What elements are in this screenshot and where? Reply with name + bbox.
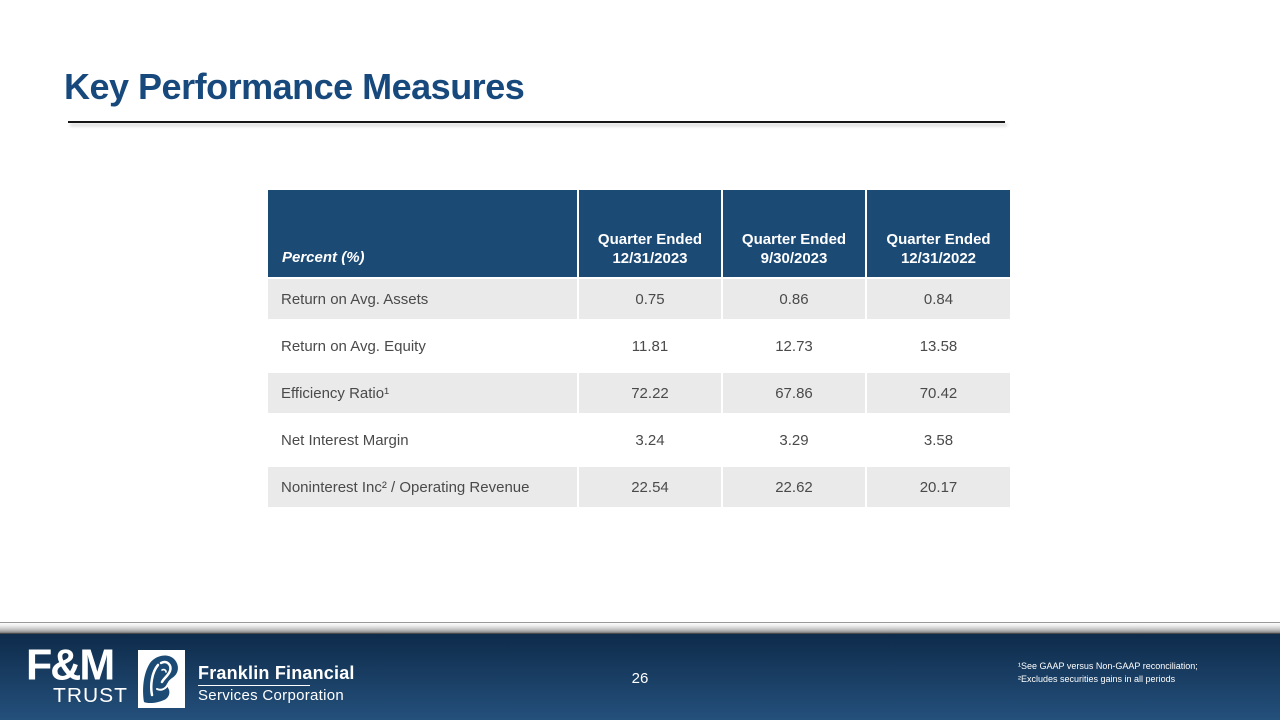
- row-value: 22.62: [723, 467, 865, 507]
- row-value: 72.22: [579, 373, 721, 413]
- franklin-logo-divider: [198, 685, 310, 686]
- row-value: 0.86: [723, 279, 865, 319]
- row-value: 3.29: [723, 420, 865, 460]
- fm-logo-text: F&M: [26, 640, 115, 690]
- row-value: 3.24: [579, 420, 721, 460]
- header-percent-label: Percent (%): [268, 190, 577, 277]
- kpi-table: Percent (%) Quarter Ended 12/31/2023 Qua…: [268, 190, 1011, 507]
- row-value: 67.86: [723, 373, 865, 413]
- franklin-financial-name: Franklin Financial: [198, 663, 355, 683]
- fm-trust-logo: F&M TRUST: [26, 640, 128, 708]
- footnote-1: ¹See GAAP versus Non-GAAP reconciliation…: [1018, 661, 1198, 671]
- fm-logo-trust-text: TRUST: [53, 685, 128, 708]
- title-underline: [68, 121, 1005, 123]
- row-value: 13.58: [867, 326, 1010, 366]
- table-row: Return on Avg. Assets 0.75 0.86 0.84: [268, 279, 1011, 319]
- header-quarter-2: Quarter Ended 9/30/2023: [723, 190, 865, 277]
- page-title: Key Performance Measures: [64, 66, 525, 107]
- row-value: 12.73: [723, 326, 865, 366]
- footer-bar: F&M TRUST Franklin Financial Services Co…: [0, 634, 1280, 720]
- footer-silver-bar: [0, 622, 1280, 634]
- row-value: 22.54: [579, 467, 721, 507]
- table-row: Noninterest Inc² / Operating Revenue 22.…: [268, 467, 1011, 507]
- row-label: Net Interest Margin: [268, 420, 577, 460]
- footnotes: ¹See GAAP versus Non-GAAP reconciliation…: [1018, 660, 1218, 686]
- franklin-financial-text: Franklin Financial Services Corporation: [198, 650, 355, 708]
- row-value: 0.75: [579, 279, 721, 319]
- header-quarter-3: Quarter Ended 12/31/2022: [867, 190, 1010, 277]
- row-value: 11.81: [579, 326, 721, 366]
- row-value: 70.42: [867, 373, 1010, 413]
- row-label: Noninterest Inc² / Operating Revenue: [268, 467, 577, 507]
- franklin-financial-logo: Franklin Financial Services Corporation: [138, 650, 355, 708]
- table-row: Net Interest Margin 3.24 3.29 3.58: [268, 420, 1011, 460]
- header-quarter-1: Quarter Ended 12/31/2023: [579, 190, 721, 277]
- row-value: 0.84: [867, 279, 1010, 319]
- row-label: Return on Avg. Equity: [268, 326, 577, 366]
- row-value: 3.58: [867, 420, 1010, 460]
- franklin-profile-icon: [138, 650, 185, 708]
- row-label: Return on Avg. Assets: [268, 279, 577, 319]
- row-value: 20.17: [867, 467, 1010, 507]
- table-row: Efficiency Ratio¹ 72.22 67.86 70.42: [268, 373, 1011, 413]
- row-label: Efficiency Ratio¹: [268, 373, 577, 413]
- services-corporation-text: Services Corporation: [198, 687, 345, 704]
- table-row: Return on Avg. Equity 11.81 12.73 13.58: [268, 326, 1011, 366]
- footnote-2: ²Excludes securities gains in all period…: [1018, 674, 1176, 684]
- table-header-row: Percent (%) Quarter Ended 12/31/2023 Qua…: [268, 190, 1011, 277]
- page-number: 26: [631, 670, 649, 687]
